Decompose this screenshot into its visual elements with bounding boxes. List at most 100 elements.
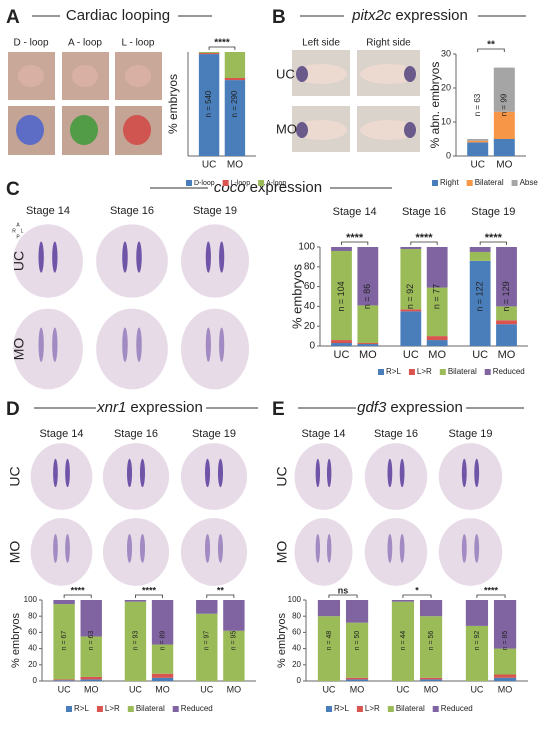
legend-label: R>L bbox=[386, 367, 401, 376]
x-tick-label: MO bbox=[359, 349, 377, 361]
stain bbox=[122, 327, 128, 362]
panel-letter: E bbox=[272, 399, 285, 420]
legend-label: L>R bbox=[365, 704, 380, 713]
x-tick-label: UC bbox=[470, 160, 484, 171]
legend-swatch bbox=[96, 706, 103, 712]
y-tick-label: 100 bbox=[288, 595, 302, 604]
significance-label: ** bbox=[487, 40, 495, 51]
gene-name: gdf3 bbox=[357, 399, 387, 416]
embryo bbox=[364, 443, 428, 510]
bar-segment bbox=[493, 139, 515, 156]
significance-bracket bbox=[479, 241, 507, 245]
bar-segment bbox=[53, 680, 75, 681]
bar-segment bbox=[331, 343, 352, 346]
significance-label: * bbox=[415, 585, 419, 595]
bar-segment bbox=[493, 674, 517, 678]
orientation-label: R bbox=[12, 228, 16, 234]
y-tick-label: 20 bbox=[304, 321, 316, 332]
y-tick-label: 40 bbox=[304, 301, 316, 312]
significance-bracket bbox=[477, 48, 505, 52]
legend-label: Bilateral bbox=[448, 367, 477, 376]
significance-bracket bbox=[208, 46, 236, 50]
stain bbox=[38, 327, 44, 362]
row-label: MO bbox=[7, 541, 23, 564]
n-label: n = 63 bbox=[88, 631, 95, 651]
legend-label: Bilateral bbox=[136, 704, 165, 713]
stain bbox=[219, 327, 225, 362]
n-label: n = 93 bbox=[132, 631, 139, 651]
bar-segment bbox=[317, 600, 341, 617]
significance-bracket bbox=[476, 594, 506, 598]
column-label: Stage 19 bbox=[448, 428, 492, 440]
y-tick-label: 60 bbox=[28, 628, 37, 637]
legend-label: Right bbox=[440, 178, 459, 187]
significance-bracket bbox=[341, 241, 369, 245]
bar-segment bbox=[426, 287, 448, 337]
embryo bbox=[30, 518, 93, 586]
stain bbox=[399, 534, 405, 563]
bar-segment bbox=[357, 343, 379, 345]
y-axis-label: % embryos bbox=[10, 612, 22, 668]
gene-name: xnr1 bbox=[96, 399, 126, 416]
stain bbox=[52, 327, 58, 362]
bar-segment bbox=[419, 679, 443, 681]
legend-swatch bbox=[186, 180, 192, 186]
legend-label: Reduced bbox=[441, 704, 473, 713]
significance-label: **** bbox=[214, 38, 230, 49]
n-label: n = 129 bbox=[501, 281, 511, 311]
orientation-label: A bbox=[16, 222, 20, 228]
group-label: Stage 14 bbox=[333, 206, 377, 218]
bar-segment bbox=[467, 139, 489, 141]
n-label: n = 122 bbox=[475, 281, 485, 311]
gene-name: coco bbox=[214, 179, 246, 196]
bar-segment bbox=[124, 601, 147, 681]
tadpole bbox=[360, 120, 417, 140]
significance-label: **** bbox=[71, 585, 86, 595]
embryo bbox=[294, 443, 353, 510]
image-label: D - loop bbox=[13, 38, 48, 49]
legend-swatch bbox=[127, 706, 134, 712]
significance-label: **** bbox=[484, 585, 499, 595]
stain bbox=[404, 66, 416, 82]
bar-segment bbox=[391, 601, 415, 681]
stain bbox=[127, 534, 133, 563]
embryo bbox=[13, 224, 83, 298]
stain bbox=[296, 66, 308, 82]
stain bbox=[474, 534, 480, 563]
column-label: Stage 19 bbox=[193, 205, 237, 217]
stain bbox=[136, 327, 142, 362]
y-tick-label: 40 bbox=[28, 644, 37, 653]
embryo bbox=[438, 443, 503, 510]
title-text: expression bbox=[390, 399, 463, 416]
stain bbox=[38, 241, 44, 273]
legend-label: R>L bbox=[334, 704, 349, 713]
row-label: MO bbox=[274, 541, 290, 564]
y-axis-label: % abn. embryos bbox=[428, 62, 442, 149]
x-tick-label: UC bbox=[129, 684, 142, 694]
bar-segment bbox=[223, 630, 245, 681]
y-tick-label: 0 bbox=[33, 676, 38, 685]
orientation-label: P bbox=[16, 234, 20, 240]
image-label: L - loop bbox=[122, 38, 155, 49]
bar-segment bbox=[80, 679, 102, 681]
n-label: n = 540 bbox=[204, 90, 213, 117]
bar-segment bbox=[357, 305, 379, 344]
embryo bbox=[30, 443, 93, 510]
stain bbox=[205, 458, 211, 488]
bar-segment bbox=[467, 142, 489, 156]
y-tick-label: 40 bbox=[292, 644, 301, 653]
panel-letter: D bbox=[6, 399, 20, 420]
n-label: n = 97 bbox=[204, 631, 211, 651]
bar-segment bbox=[493, 111, 515, 139]
row-label: MO bbox=[11, 338, 27, 361]
x-tick-label: UC bbox=[58, 684, 71, 694]
legend-swatch bbox=[484, 369, 491, 375]
stain bbox=[205, 534, 211, 563]
y-tick-label: 0 bbox=[309, 341, 315, 352]
y-tick-label: 100 bbox=[298, 242, 315, 253]
x-tick-label: UC bbox=[322, 684, 335, 694]
bar-segment bbox=[53, 679, 75, 681]
bar-segment bbox=[80, 676, 102, 680]
significance-label: **** bbox=[485, 232, 503, 244]
